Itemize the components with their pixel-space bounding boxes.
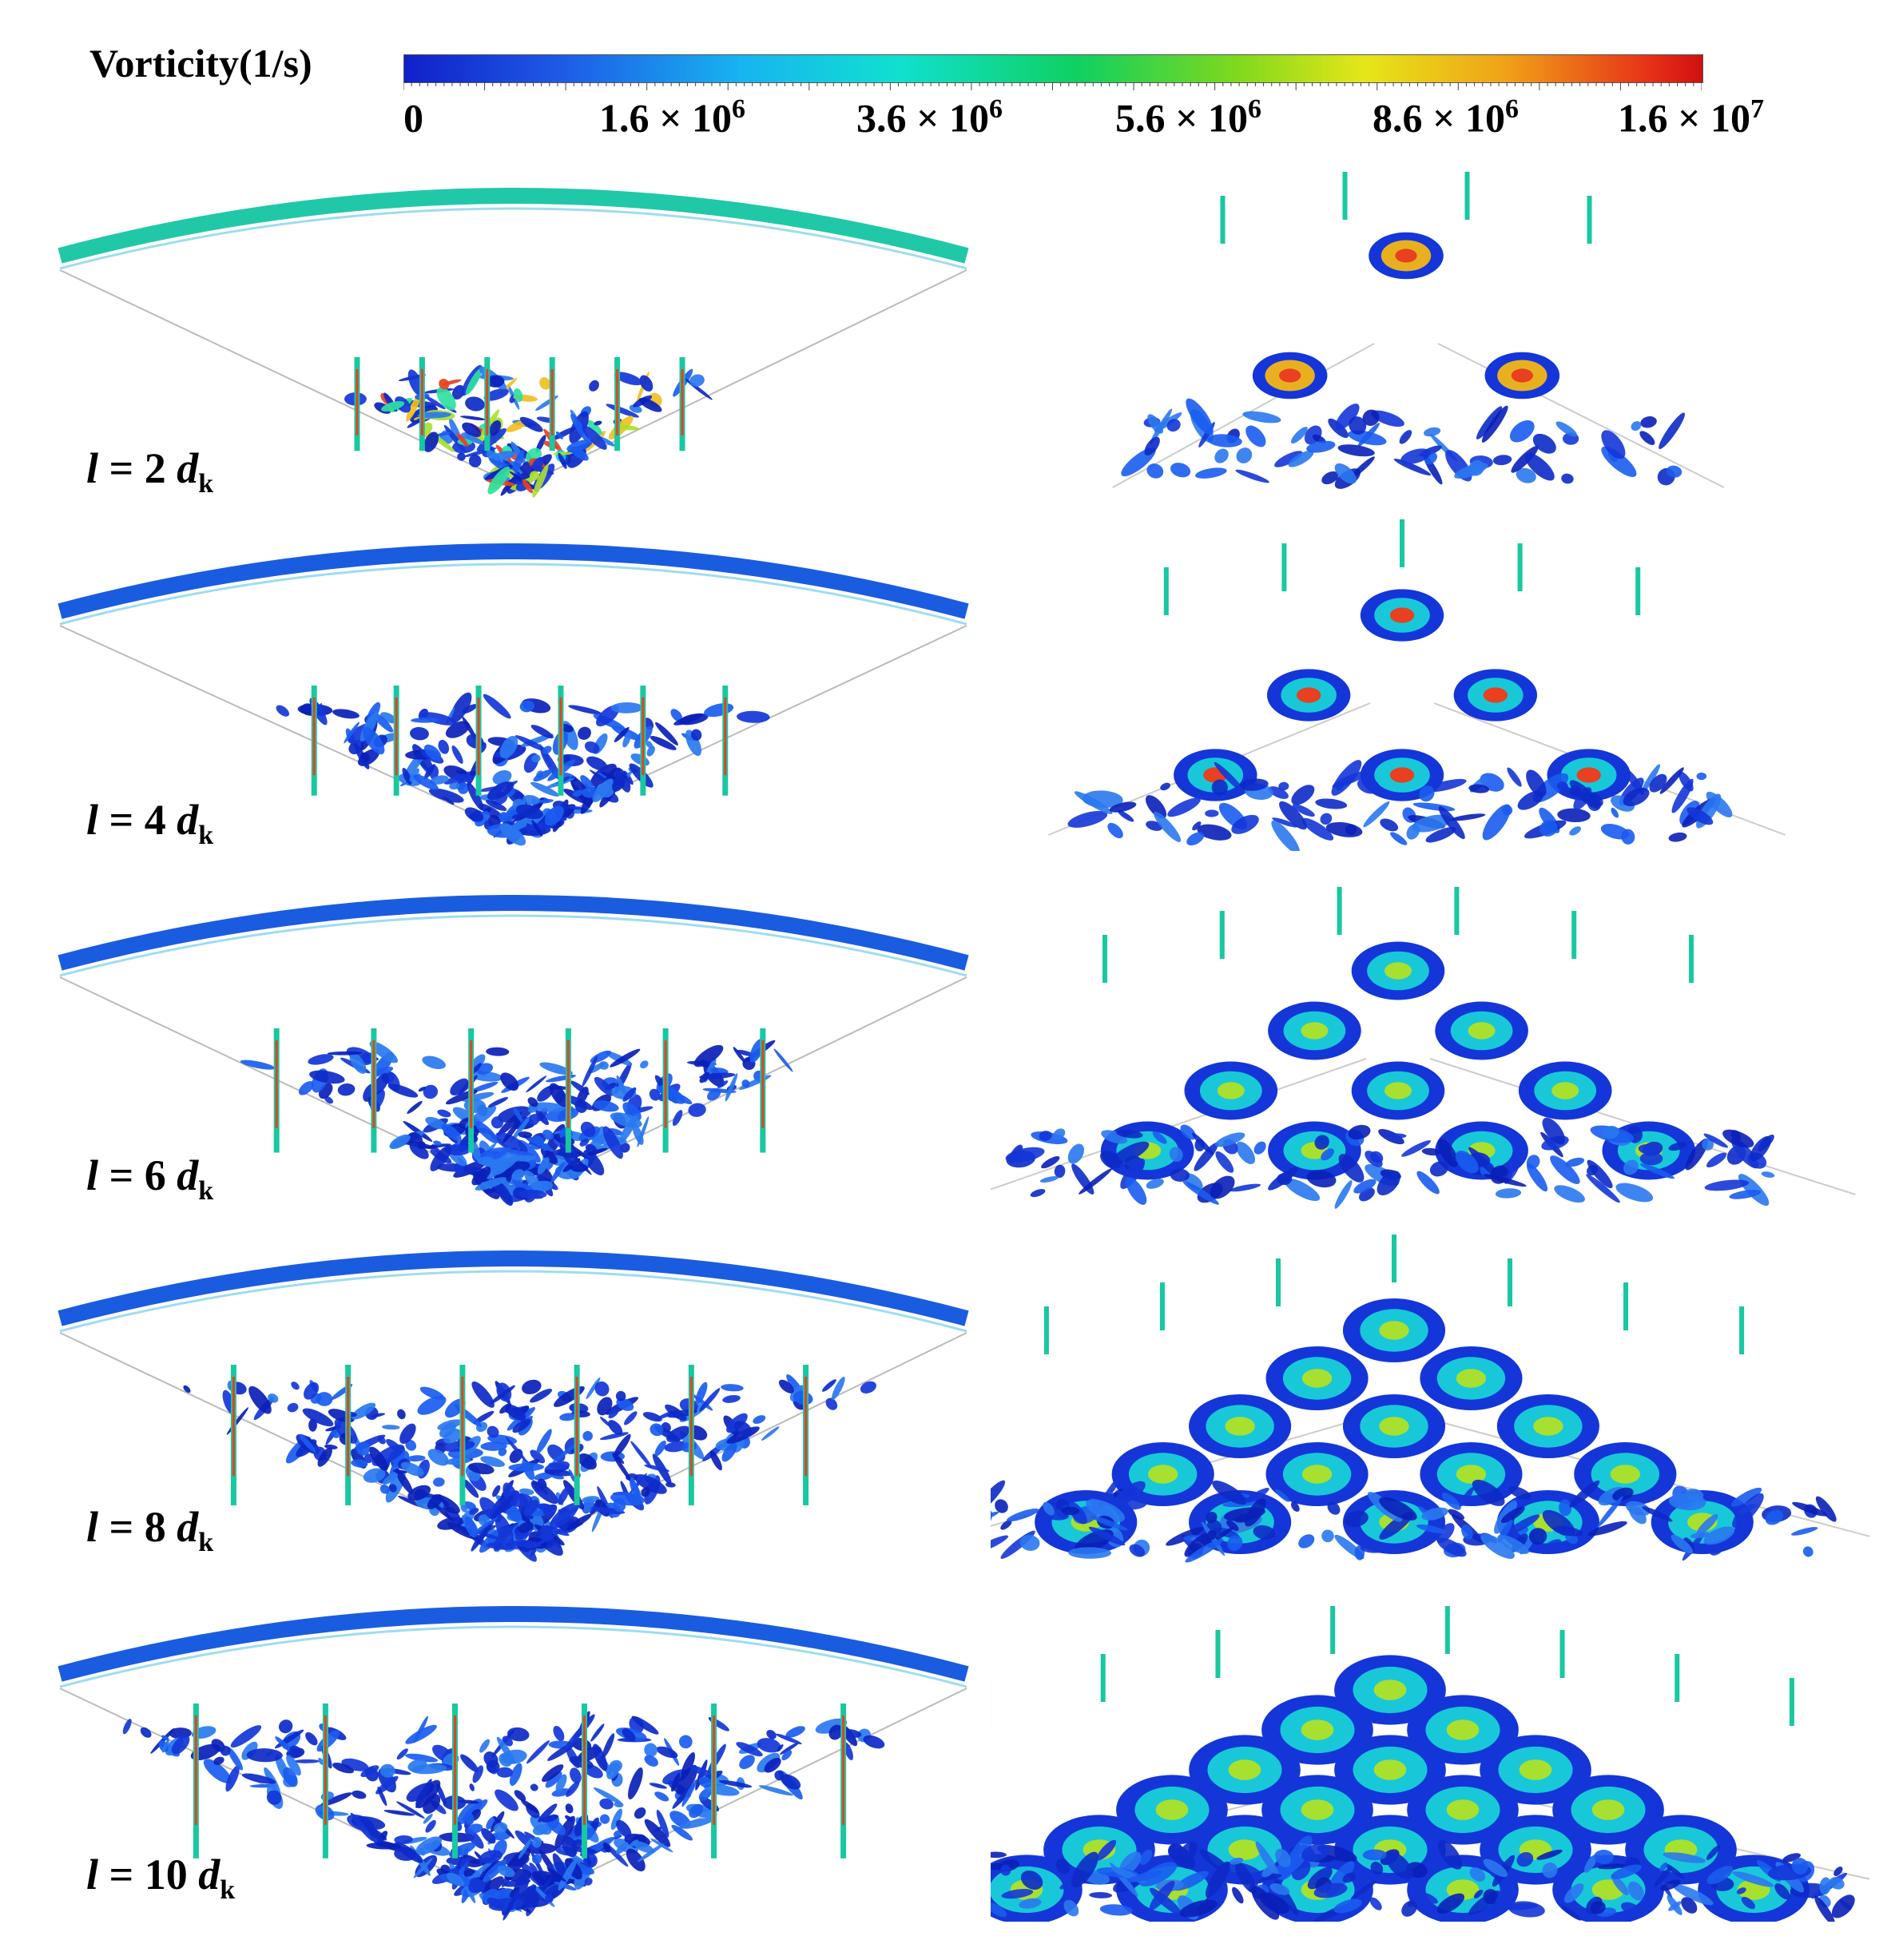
row-label-10dk: l = 10 dk xyxy=(86,1851,236,1905)
row-label-2dk: l = 2 dk xyxy=(86,444,214,499)
row-label-6dk: l = 6 dk xyxy=(86,1151,214,1206)
row-label-8dk: l = 8 dk xyxy=(86,1503,214,1557)
right-panel-6dk xyxy=(991,887,1856,1209)
colorbar-tick-label: 1.6 × 106 xyxy=(599,94,745,141)
colorbar xyxy=(403,54,1703,83)
right-panel-4dk xyxy=(1047,519,1786,851)
colorbar-tick-label: 8.6 × 106 xyxy=(1373,94,1519,141)
colorbar-tick-label: 1.6 × 107 xyxy=(1618,94,1764,141)
colorbar-tick-label: 5.6 × 106 xyxy=(1115,94,1261,141)
row-label-4dk: l = 4 dk xyxy=(86,796,214,850)
colorbar-title: Vorticity(1/s) xyxy=(89,41,312,85)
colorbar-minor-ticks xyxy=(403,82,1702,90)
right-panel-10dk xyxy=(991,1606,1869,1922)
colorbar-tick-label: 0 xyxy=(403,95,423,141)
left-panel-6dk xyxy=(58,895,969,1207)
left-panel-8dk xyxy=(58,1250,969,1562)
colorbar-tick-label: 3.6 × 106 xyxy=(856,94,1003,141)
left-panel-4dk xyxy=(58,543,969,846)
right-panel-2dk xyxy=(1112,172,1725,489)
left-panel-2dk xyxy=(58,188,969,498)
left-panel-10dk xyxy=(58,1606,969,1921)
right-panel-8dk xyxy=(991,1234,1869,1563)
